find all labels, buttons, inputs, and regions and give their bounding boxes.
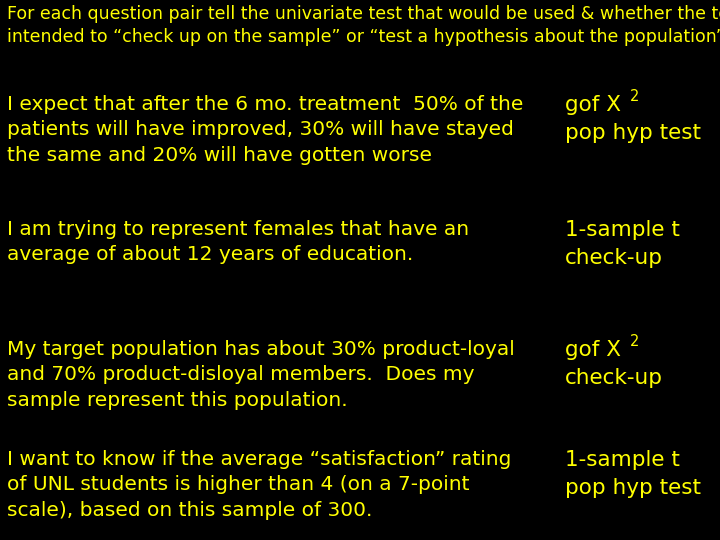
Text: pop hyp test: pop hyp test bbox=[565, 123, 701, 143]
Text: 1-sample t: 1-sample t bbox=[565, 220, 680, 240]
Text: I want to know if the average “satisfaction” rating
of UNL students is higher th: I want to know if the average “satisfact… bbox=[7, 450, 511, 519]
Text: My target population has about 30% product-loyal
and 70% product-disloyal member: My target population has about 30% produ… bbox=[7, 340, 515, 410]
Text: 1-sample t: 1-sample t bbox=[565, 450, 680, 470]
Text: check-up: check-up bbox=[565, 368, 663, 388]
Text: gof X: gof X bbox=[565, 95, 621, 115]
Text: For each question pair tell the univariate test that would be used & whether the: For each question pair tell the univaria… bbox=[7, 5, 720, 46]
Text: 2: 2 bbox=[630, 89, 639, 104]
Text: I am trying to represent females that have an
average of about 12 years of educa: I am trying to represent females that ha… bbox=[7, 220, 469, 264]
Text: pop hyp test: pop hyp test bbox=[565, 478, 701, 498]
Text: gof X: gof X bbox=[565, 340, 621, 360]
Text: check-up: check-up bbox=[565, 248, 663, 268]
Text: I expect that after the 6 mo. treatment  50% of the
patients will have improved,: I expect that after the 6 mo. treatment … bbox=[7, 95, 523, 165]
Text: 2: 2 bbox=[630, 334, 639, 349]
